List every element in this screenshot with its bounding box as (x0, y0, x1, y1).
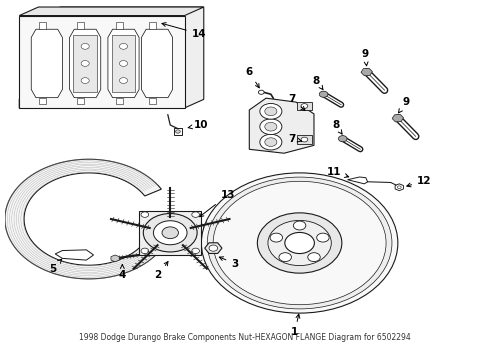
Circle shape (191, 248, 199, 253)
Circle shape (119, 78, 127, 84)
Text: 9: 9 (398, 97, 409, 113)
Text: 10: 10 (188, 120, 208, 130)
Circle shape (264, 107, 276, 116)
Circle shape (175, 130, 180, 133)
Circle shape (191, 212, 199, 217)
Bar (116, 98, 122, 104)
Circle shape (267, 220, 330, 266)
Polygon shape (249, 98, 313, 153)
Circle shape (81, 60, 89, 66)
Bar (297, 135, 311, 144)
Text: 5: 5 (49, 259, 61, 274)
Circle shape (269, 233, 282, 242)
Polygon shape (204, 243, 222, 253)
Circle shape (316, 233, 328, 242)
Text: 7: 7 (288, 94, 305, 111)
Circle shape (258, 90, 264, 94)
Text: 2: 2 (154, 262, 168, 280)
Text: 7: 7 (288, 134, 301, 144)
Text: 9: 9 (361, 49, 368, 66)
Text: 1: 1 (290, 314, 299, 337)
Polygon shape (69, 29, 101, 98)
Circle shape (141, 212, 148, 217)
Text: 4: 4 (119, 265, 126, 280)
Bar (39, 98, 46, 104)
Circle shape (293, 221, 305, 230)
Circle shape (301, 137, 307, 142)
Bar (149, 22, 156, 29)
Polygon shape (141, 29, 172, 98)
Polygon shape (347, 177, 367, 184)
Circle shape (257, 213, 341, 273)
Polygon shape (31, 29, 62, 98)
Polygon shape (108, 29, 139, 98)
Polygon shape (55, 250, 93, 260)
Circle shape (284, 233, 314, 253)
Circle shape (207, 177, 391, 309)
Text: 3: 3 (219, 257, 238, 269)
Bar (19, 15, 184, 108)
Circle shape (141, 248, 148, 253)
Bar (297, 102, 311, 110)
Text: 14: 14 (162, 23, 206, 39)
Bar (111, 35, 135, 92)
Circle shape (259, 119, 281, 135)
Bar (73, 35, 97, 92)
Text: 8: 8 (312, 76, 322, 90)
Circle shape (81, 78, 89, 84)
Circle shape (301, 104, 307, 108)
Circle shape (264, 122, 276, 131)
Circle shape (208, 245, 217, 251)
Text: 11: 11 (325, 167, 348, 177)
Circle shape (153, 221, 186, 245)
Circle shape (201, 173, 397, 313)
Text: 1998 Dodge Durango Brake Components Nut-HEXAGON FLANGE Diagram for 6502294: 1998 Dodge Durango Brake Components Nut-… (79, 333, 409, 342)
Circle shape (319, 91, 327, 97)
Circle shape (143, 213, 197, 252)
Bar (39, 22, 46, 29)
Polygon shape (360, 68, 372, 76)
Circle shape (259, 134, 281, 150)
Polygon shape (19, 7, 203, 15)
Circle shape (81, 44, 89, 49)
Polygon shape (391, 114, 403, 122)
Polygon shape (19, 7, 203, 108)
Bar (139, 211, 201, 255)
Bar (77, 98, 84, 104)
Bar (77, 22, 84, 29)
Bar (149, 98, 156, 104)
Text: 12: 12 (406, 176, 430, 187)
Circle shape (119, 44, 127, 49)
Bar (116, 22, 122, 29)
Bar (173, 129, 182, 135)
Circle shape (162, 227, 178, 239)
Polygon shape (5, 159, 161, 279)
Polygon shape (111, 255, 119, 262)
Text: 8: 8 (331, 120, 342, 134)
Circle shape (338, 136, 346, 142)
Circle shape (119, 60, 127, 66)
Circle shape (279, 253, 291, 262)
Circle shape (213, 181, 385, 305)
Polygon shape (394, 184, 403, 191)
Text: 6: 6 (245, 67, 259, 88)
Text: 13: 13 (199, 190, 235, 217)
Circle shape (264, 138, 276, 147)
Circle shape (307, 253, 320, 262)
Circle shape (259, 103, 281, 119)
